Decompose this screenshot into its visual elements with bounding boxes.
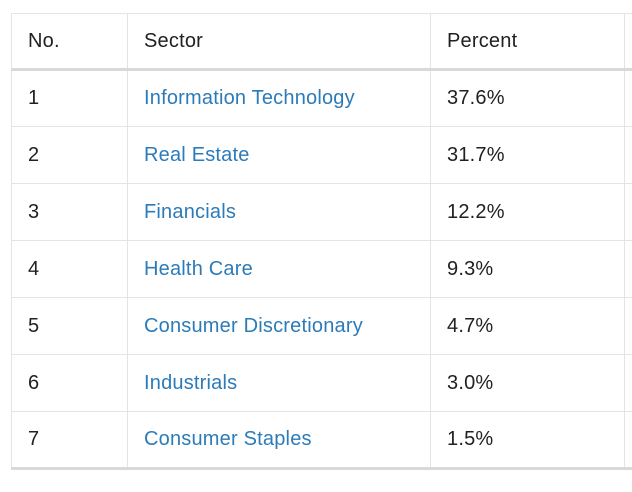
percent-value: 9.3% xyxy=(430,240,625,298)
sector-link[interactable]: Information Technology xyxy=(144,87,355,109)
sector-cell: Consumer Discretionary xyxy=(127,297,431,355)
sector-link[interactable]: Health Care xyxy=(144,257,253,280)
clipped-cell xyxy=(624,411,632,470)
clipped-cell xyxy=(624,183,632,241)
sector-table-viewport: No. Sector Percent 1 Information Technol… xyxy=(11,13,632,485)
sector-link[interactable]: Real Estate xyxy=(144,143,250,166)
column-header-sector: Sector xyxy=(127,13,431,71)
clipped-cell xyxy=(624,240,632,298)
sector-cell: Financials xyxy=(127,183,431,241)
clipped-cell xyxy=(624,297,632,355)
table-row: 2 Real Estate 31.7% xyxy=(11,126,632,184)
table-row: 5 Consumer Discretionary 4.7% xyxy=(11,297,632,355)
row-number: 7 xyxy=(11,411,128,470)
row-number: 1 xyxy=(11,69,128,127)
sector-link[interactable]: Industrials xyxy=(144,371,238,394)
percent-value: 31.7% xyxy=(430,126,625,184)
clipped-cell xyxy=(624,354,632,412)
clipped-cell xyxy=(624,69,632,127)
percent-value: 1.5% xyxy=(430,411,625,470)
column-header-percent: Percent xyxy=(430,13,625,71)
table-row: 7 Consumer Staples 1.5% xyxy=(11,411,632,470)
sector-link[interactable]: Consumer Discretionary xyxy=(144,314,363,337)
row-number: 4 xyxy=(11,240,128,298)
percent-value: 3.0% xyxy=(430,354,625,412)
column-header-clipped xyxy=(624,13,632,71)
sector-link[interactable]: Consumer Staples xyxy=(144,428,312,450)
sector-cell: Industrials xyxy=(127,354,431,412)
sector-percent-table: No. Sector Percent 1 Information Technol… xyxy=(11,13,632,470)
clipped-cell xyxy=(624,126,632,184)
row-number: 3 xyxy=(11,183,128,241)
sector-cell: Information Technology xyxy=(127,69,431,127)
table-row: 4 Health Care 9.3% xyxy=(11,240,632,298)
table-row: 3 Financials 12.2% xyxy=(11,183,632,241)
row-number: 6 xyxy=(11,354,128,412)
header-row: No. Sector Percent xyxy=(11,13,632,71)
percent-value: 37.6% xyxy=(430,69,625,127)
column-header-no: No. xyxy=(11,13,128,71)
table-row: 1 Information Technology 37.6% xyxy=(11,69,632,127)
sector-link[interactable]: Financials xyxy=(144,200,237,223)
row-number: 5 xyxy=(11,297,128,355)
row-number: 2 xyxy=(11,126,128,184)
table-row: 6 Industrials 3.0% xyxy=(11,354,632,412)
sector-cell: Health Care xyxy=(127,240,431,298)
sector-cell: Consumer Staples xyxy=(127,411,431,470)
percent-value: 12.2% xyxy=(430,183,625,241)
sector-cell: Real Estate xyxy=(127,126,431,184)
percent-value: 4.7% xyxy=(430,297,625,355)
